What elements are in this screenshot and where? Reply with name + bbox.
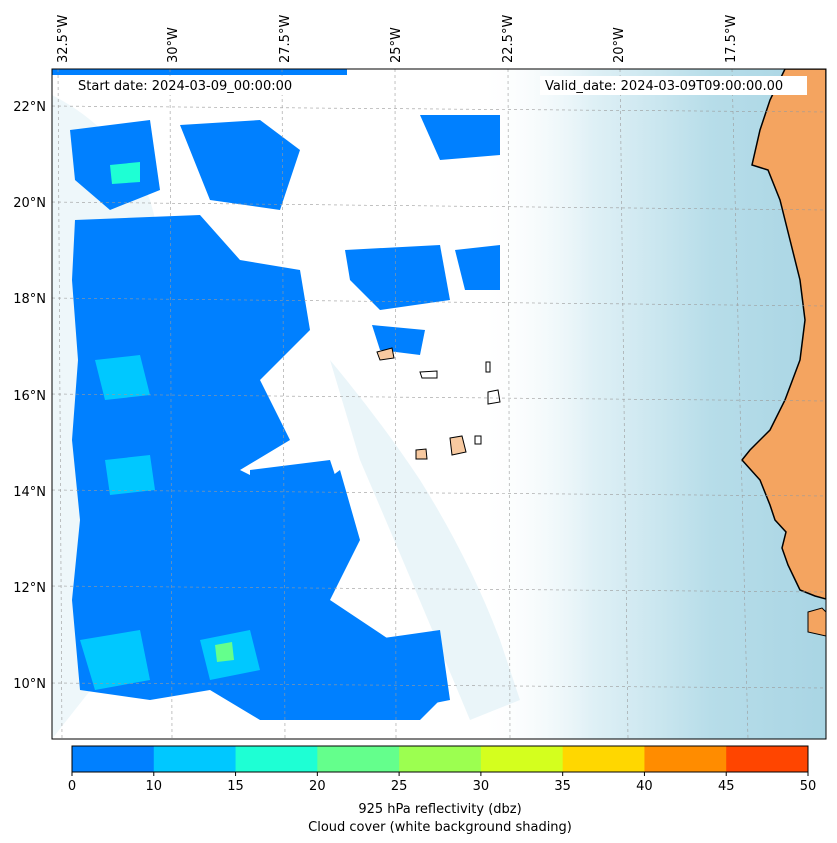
cape-verde-island — [474, 435, 482, 445]
start-date-box — [72, 76, 312, 95]
reflectivity-layer — [70, 115, 500, 720]
colorbar-segment — [153, 746, 237, 772]
reflectivity-area — [420, 115, 500, 160]
cloud-cover-streak — [330, 360, 520, 720]
lat-tick-label: 14°N — [13, 485, 46, 500]
bissagos-islands — [807, 607, 826, 637]
lon-tick-label: 30°W — [166, 27, 181, 63]
lon-tick-label: 20°W — [612, 27, 627, 63]
lon-tick-label: 32.5°W — [56, 15, 71, 63]
reflectivity-area — [250, 460, 350, 560]
valid-date-box — [540, 76, 807, 95]
cape-verde-island — [487, 389, 501, 405]
reflectivity-area — [372, 325, 425, 355]
cape-verde-island — [415, 448, 428, 460]
colorbar — [72, 746, 809, 772]
colorbar-title-line1: 925 hPa reflectivity (dbz) — [358, 802, 521, 817]
lat-tick-label: 22°N — [13, 100, 46, 115]
map-layers: Start date: 2024-03-09_00:00:00 Valid_da… — [52, 69, 826, 739]
colorbar-tick-label: 25 — [391, 779, 408, 794]
colorbar-ticks: 0 10 15 20 25 30 35 40 45 50 — [68, 772, 816, 794]
colorbar-tick-label: 45 — [718, 779, 735, 794]
cape-verde-island — [419, 370, 438, 379]
lon-tick-label: 22.5°W — [501, 15, 516, 63]
lat-tick-label: 10°N — [13, 677, 46, 692]
colorbar-tick-label: 50 — [800, 779, 817, 794]
latitude-ticks: 22°N 20°N 18°N 16°N 14°N 12°N 10°N — [13, 100, 46, 692]
lon-tick-label: 25°W — [389, 27, 404, 63]
cape-verde-island — [376, 347, 395, 361]
colorbar-tick-label: 15 — [227, 779, 244, 794]
colorbar-tick-label: 30 — [473, 779, 490, 794]
colorbar-segment — [72, 746, 155, 772]
lat-tick-label: 20°N — [13, 196, 46, 211]
lat-tick-label: 12°N — [13, 581, 46, 596]
colorbar-segment — [644, 746, 727, 772]
reflectivity-area — [455, 245, 500, 290]
reflectivity-area — [345, 245, 450, 310]
colorbar-segment — [235, 746, 318, 772]
colorbar-segment — [562, 746, 645, 772]
colorbar-title-line2: Cloud cover (white background shading) — [308, 820, 572, 835]
reflectivity-area — [72, 215, 440, 720]
colorbar-tick-label: 20 — [309, 779, 326, 794]
valid-date-label: Valid_date: 2024-03-09T09:00:00.00 — [545, 79, 783, 94]
reflectivity-area — [180, 120, 300, 210]
reflectivity-area — [80, 630, 150, 690]
gridlines — [52, 69, 826, 739]
cape-verde-island — [485, 361, 491, 373]
map-frame — [51, 68, 827, 740]
longitude-ticks: 32.5°W 30°W 27.5°W 25°W 22.5°W 20°W 17.5… — [56, 15, 739, 63]
reflectivity-area — [95, 355, 150, 400]
reflectivity-area — [110, 162, 140, 184]
cape-verde-island — [449, 435, 467, 456]
reflectivity-area — [105, 455, 155, 495]
colorbar-segment — [480, 746, 564, 772]
lat-tick-label: 16°N — [13, 389, 46, 404]
colorbar-tick-label: 35 — [554, 779, 571, 794]
colorbar-segment — [317, 746, 400, 772]
colorbar-tick-label: 0 — [68, 779, 76, 794]
african-coast-land — [741, 69, 826, 600]
colorbar-tick-label: 40 — [636, 779, 653, 794]
colorbar-segment — [726, 746, 809, 772]
lon-tick-label: 17.5°W — [724, 15, 739, 63]
lat-tick-label: 18°N — [13, 292, 46, 307]
colorbar-tick-label: 10 — [146, 779, 163, 794]
reflectivity-area — [52, 69, 347, 75]
reflectivity-area — [370, 630, 450, 710]
colorbar-frame — [71, 745, 809, 773]
reflectivity-area — [215, 642, 234, 662]
lon-tick-label: 27.5°W — [278, 15, 293, 63]
colorbar-segment — [399, 746, 482, 772]
start-date-label: Start date: 2024-03-09_00:00:00 — [78, 79, 292, 94]
